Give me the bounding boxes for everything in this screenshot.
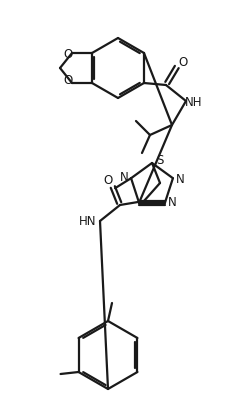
Text: O: O (63, 74, 72, 87)
Text: N: N (175, 173, 183, 186)
Text: O: O (178, 56, 187, 69)
Text: HN: HN (79, 216, 96, 229)
Text: S: S (156, 155, 163, 168)
Text: NH: NH (184, 97, 202, 110)
Text: O: O (63, 48, 72, 61)
Text: N: N (119, 171, 128, 184)
Text: O: O (103, 174, 112, 188)
Text: N: N (167, 196, 175, 209)
